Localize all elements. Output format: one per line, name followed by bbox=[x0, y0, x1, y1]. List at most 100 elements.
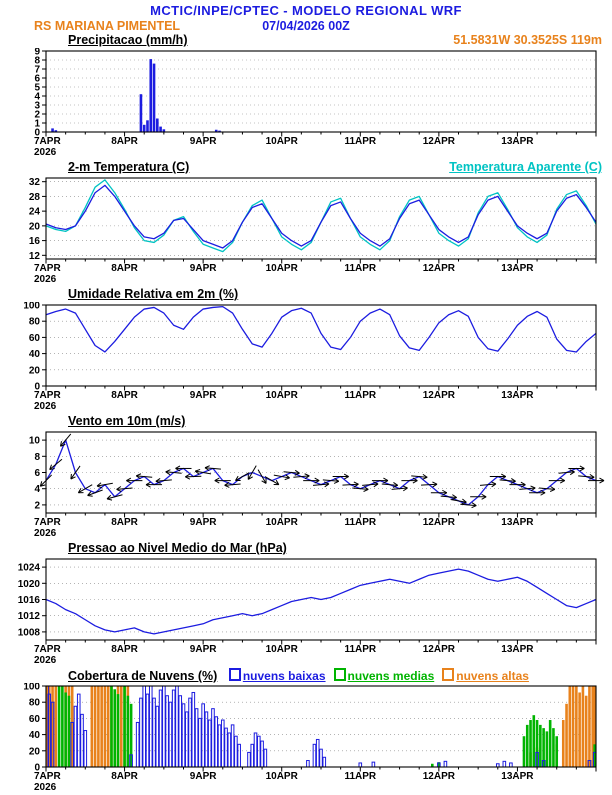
nuvens-medias-label: nuvens medias bbox=[347, 669, 435, 683]
panel-wind-head: Vento em 10m (m/s) bbox=[0, 414, 612, 429]
svg-text:12APR: 12APR bbox=[423, 390, 456, 401]
header-row: RS MARIANA PIMENTEL 07/04/2026 00Z bbox=[0, 19, 612, 33]
svg-text:24: 24 bbox=[29, 207, 41, 218]
svg-text:1012: 1012 bbox=[18, 611, 41, 622]
svg-text:2: 2 bbox=[34, 500, 40, 511]
svg-text:0: 0 bbox=[34, 763, 40, 774]
svg-text:16: 16 bbox=[29, 236, 41, 247]
svg-text:10APR: 10APR bbox=[266, 263, 299, 274]
svg-text:100: 100 bbox=[23, 302, 40, 312]
panel-clouds-head: Cobertura de Nuvens (%) nuvens baixas nuv… bbox=[0, 668, 612, 683]
svg-text:9APR: 9APR bbox=[190, 771, 217, 782]
svg-text:2026: 2026 bbox=[34, 147, 57, 158]
svg-text:80: 80 bbox=[29, 317, 41, 328]
svg-text:2026: 2026 bbox=[34, 274, 57, 285]
svg-text:10APR: 10APR bbox=[266, 644, 299, 655]
svg-text:7APR: 7APR bbox=[34, 644, 61, 655]
svg-text:40: 40 bbox=[29, 349, 41, 360]
location-label: 51.5831W 30.3525S 119m bbox=[453, 33, 602, 47]
panel-pressure: Pressao ao Nivel Medio do Mar (hPa) 1008… bbox=[0, 541, 612, 668]
panel-title: 2-m Temperatura (C) bbox=[68, 160, 190, 174]
svg-text:12APR: 12APR bbox=[423, 136, 456, 147]
svg-text:10APR: 10APR bbox=[266, 390, 299, 401]
svg-text:7: 7 bbox=[34, 65, 40, 76]
station-label: RS MARIANA PIMENTEL bbox=[34, 19, 181, 33]
svg-text:8APR: 8APR bbox=[111, 644, 138, 655]
svg-text:9APR: 9APR bbox=[190, 644, 217, 655]
svg-text:4: 4 bbox=[34, 484, 40, 495]
svg-text:40: 40 bbox=[29, 730, 41, 741]
svg-text:13APR: 13APR bbox=[501, 517, 534, 528]
nuvens-altas-swatch-icon bbox=[442, 668, 455, 681]
svg-text:2026: 2026 bbox=[34, 401, 57, 412]
panel-title: Pressao ao Nivel Medio do Mar (hPa) bbox=[68, 541, 287, 555]
svg-text:2: 2 bbox=[34, 110, 40, 121]
panel-pressure-head: Pressao ao Nivel Medio do Mar (hPa) bbox=[0, 541, 612, 556]
svg-text:8APR: 8APR bbox=[111, 136, 138, 147]
svg-text:80: 80 bbox=[29, 698, 41, 709]
svg-text:11APR: 11APR bbox=[344, 390, 376, 401]
svg-text:100: 100 bbox=[23, 683, 40, 693]
svg-text:12APR: 12APR bbox=[423, 644, 456, 655]
svg-text:9: 9 bbox=[34, 48, 40, 58]
panel-precipitation-head: Precipitacao (mm/h) 51.5831W 30.3525S 11… bbox=[0, 33, 612, 48]
cloud-legend: nuvens baixas nuvens medias nuvens altas bbox=[228, 668, 537, 683]
svg-text:11APR: 11APR bbox=[344, 771, 376, 782]
svg-text:13APR: 13APR bbox=[501, 263, 534, 274]
apparent-temperature-label: Temperatura Aparente (C) bbox=[449, 160, 602, 174]
svg-text:4: 4 bbox=[34, 92, 40, 103]
nuvens-baixas-label: nuvens baixas bbox=[242, 669, 326, 683]
svg-text:9APR: 9APR bbox=[190, 263, 217, 274]
svg-text:60: 60 bbox=[29, 333, 41, 344]
panel-humidity: Umidade Relativa em 2m (%) 0 20 40 60 80 100 7… bbox=[0, 287, 612, 414]
svg-text:10: 10 bbox=[29, 436, 41, 447]
svg-text:8: 8 bbox=[34, 452, 40, 463]
svg-text:1024: 1024 bbox=[18, 563, 41, 574]
svg-text:3: 3 bbox=[34, 101, 40, 112]
svg-text:0: 0 bbox=[34, 382, 40, 393]
svg-text:13APR: 13APR bbox=[501, 644, 534, 655]
svg-text:9APR: 9APR bbox=[190, 136, 217, 147]
svg-text:60: 60 bbox=[29, 714, 41, 725]
svg-text:12: 12 bbox=[29, 251, 41, 262]
svg-text:10APR: 10APR bbox=[266, 517, 299, 528]
svg-text:7APR: 7APR bbox=[34, 390, 61, 401]
svg-text:0: 0 bbox=[34, 128, 40, 139]
svg-text:13APR: 13APR bbox=[501, 136, 534, 147]
svg-text:2026: 2026 bbox=[34, 528, 57, 539]
panel-title: Vento em 10m (m/s) bbox=[68, 414, 186, 428]
panel-precipitation: Precipitacao (mm/h) 51.5831W 30.3525S 11… bbox=[0, 33, 612, 160]
svg-text:1008: 1008 bbox=[18, 627, 41, 638]
svg-text:11APR: 11APR bbox=[344, 644, 376, 655]
svg-text:2026: 2026 bbox=[34, 782, 57, 793]
svg-text:7APR: 7APR bbox=[34, 517, 61, 528]
svg-text:1: 1 bbox=[34, 119, 40, 130]
svg-text:8APR: 8APR bbox=[111, 390, 138, 401]
panel-title: Cobertura de Nuvens (%) bbox=[68, 669, 218, 683]
page-title: MCTIC/INPE/CPTEC - MODELO REGIONAL WRF bbox=[150, 3, 462, 18]
svg-text:13APR: 13APR bbox=[501, 771, 534, 782]
svg-text:9APR: 9APR bbox=[190, 390, 217, 401]
svg-text:5: 5 bbox=[34, 83, 40, 94]
svg-text:7APR: 7APR bbox=[34, 771, 61, 782]
svg-text:8APR: 8APR bbox=[111, 517, 138, 528]
svg-text:12APR: 12APR bbox=[423, 517, 456, 528]
svg-text:8APR: 8APR bbox=[111, 263, 138, 274]
nuvens-medias-swatch-icon bbox=[333, 668, 346, 681]
svg-text:1016: 1016 bbox=[18, 595, 41, 606]
svg-text:13APR: 13APR bbox=[501, 390, 534, 401]
svg-text:7APR: 7APR bbox=[34, 136, 61, 147]
svg-text:8APR: 8APR bbox=[111, 771, 138, 782]
svg-text:6: 6 bbox=[34, 468, 40, 479]
svg-text:2026: 2026 bbox=[34, 655, 57, 666]
nuvens-baixas-swatch-icon bbox=[228, 668, 241, 681]
svg-text:7APR: 7APR bbox=[34, 263, 61, 274]
panel-title: Umidade Relativa em 2m (%) bbox=[68, 287, 239, 301]
panel-humidity-head: Umidade Relativa em 2m (%) bbox=[0, 287, 612, 302]
